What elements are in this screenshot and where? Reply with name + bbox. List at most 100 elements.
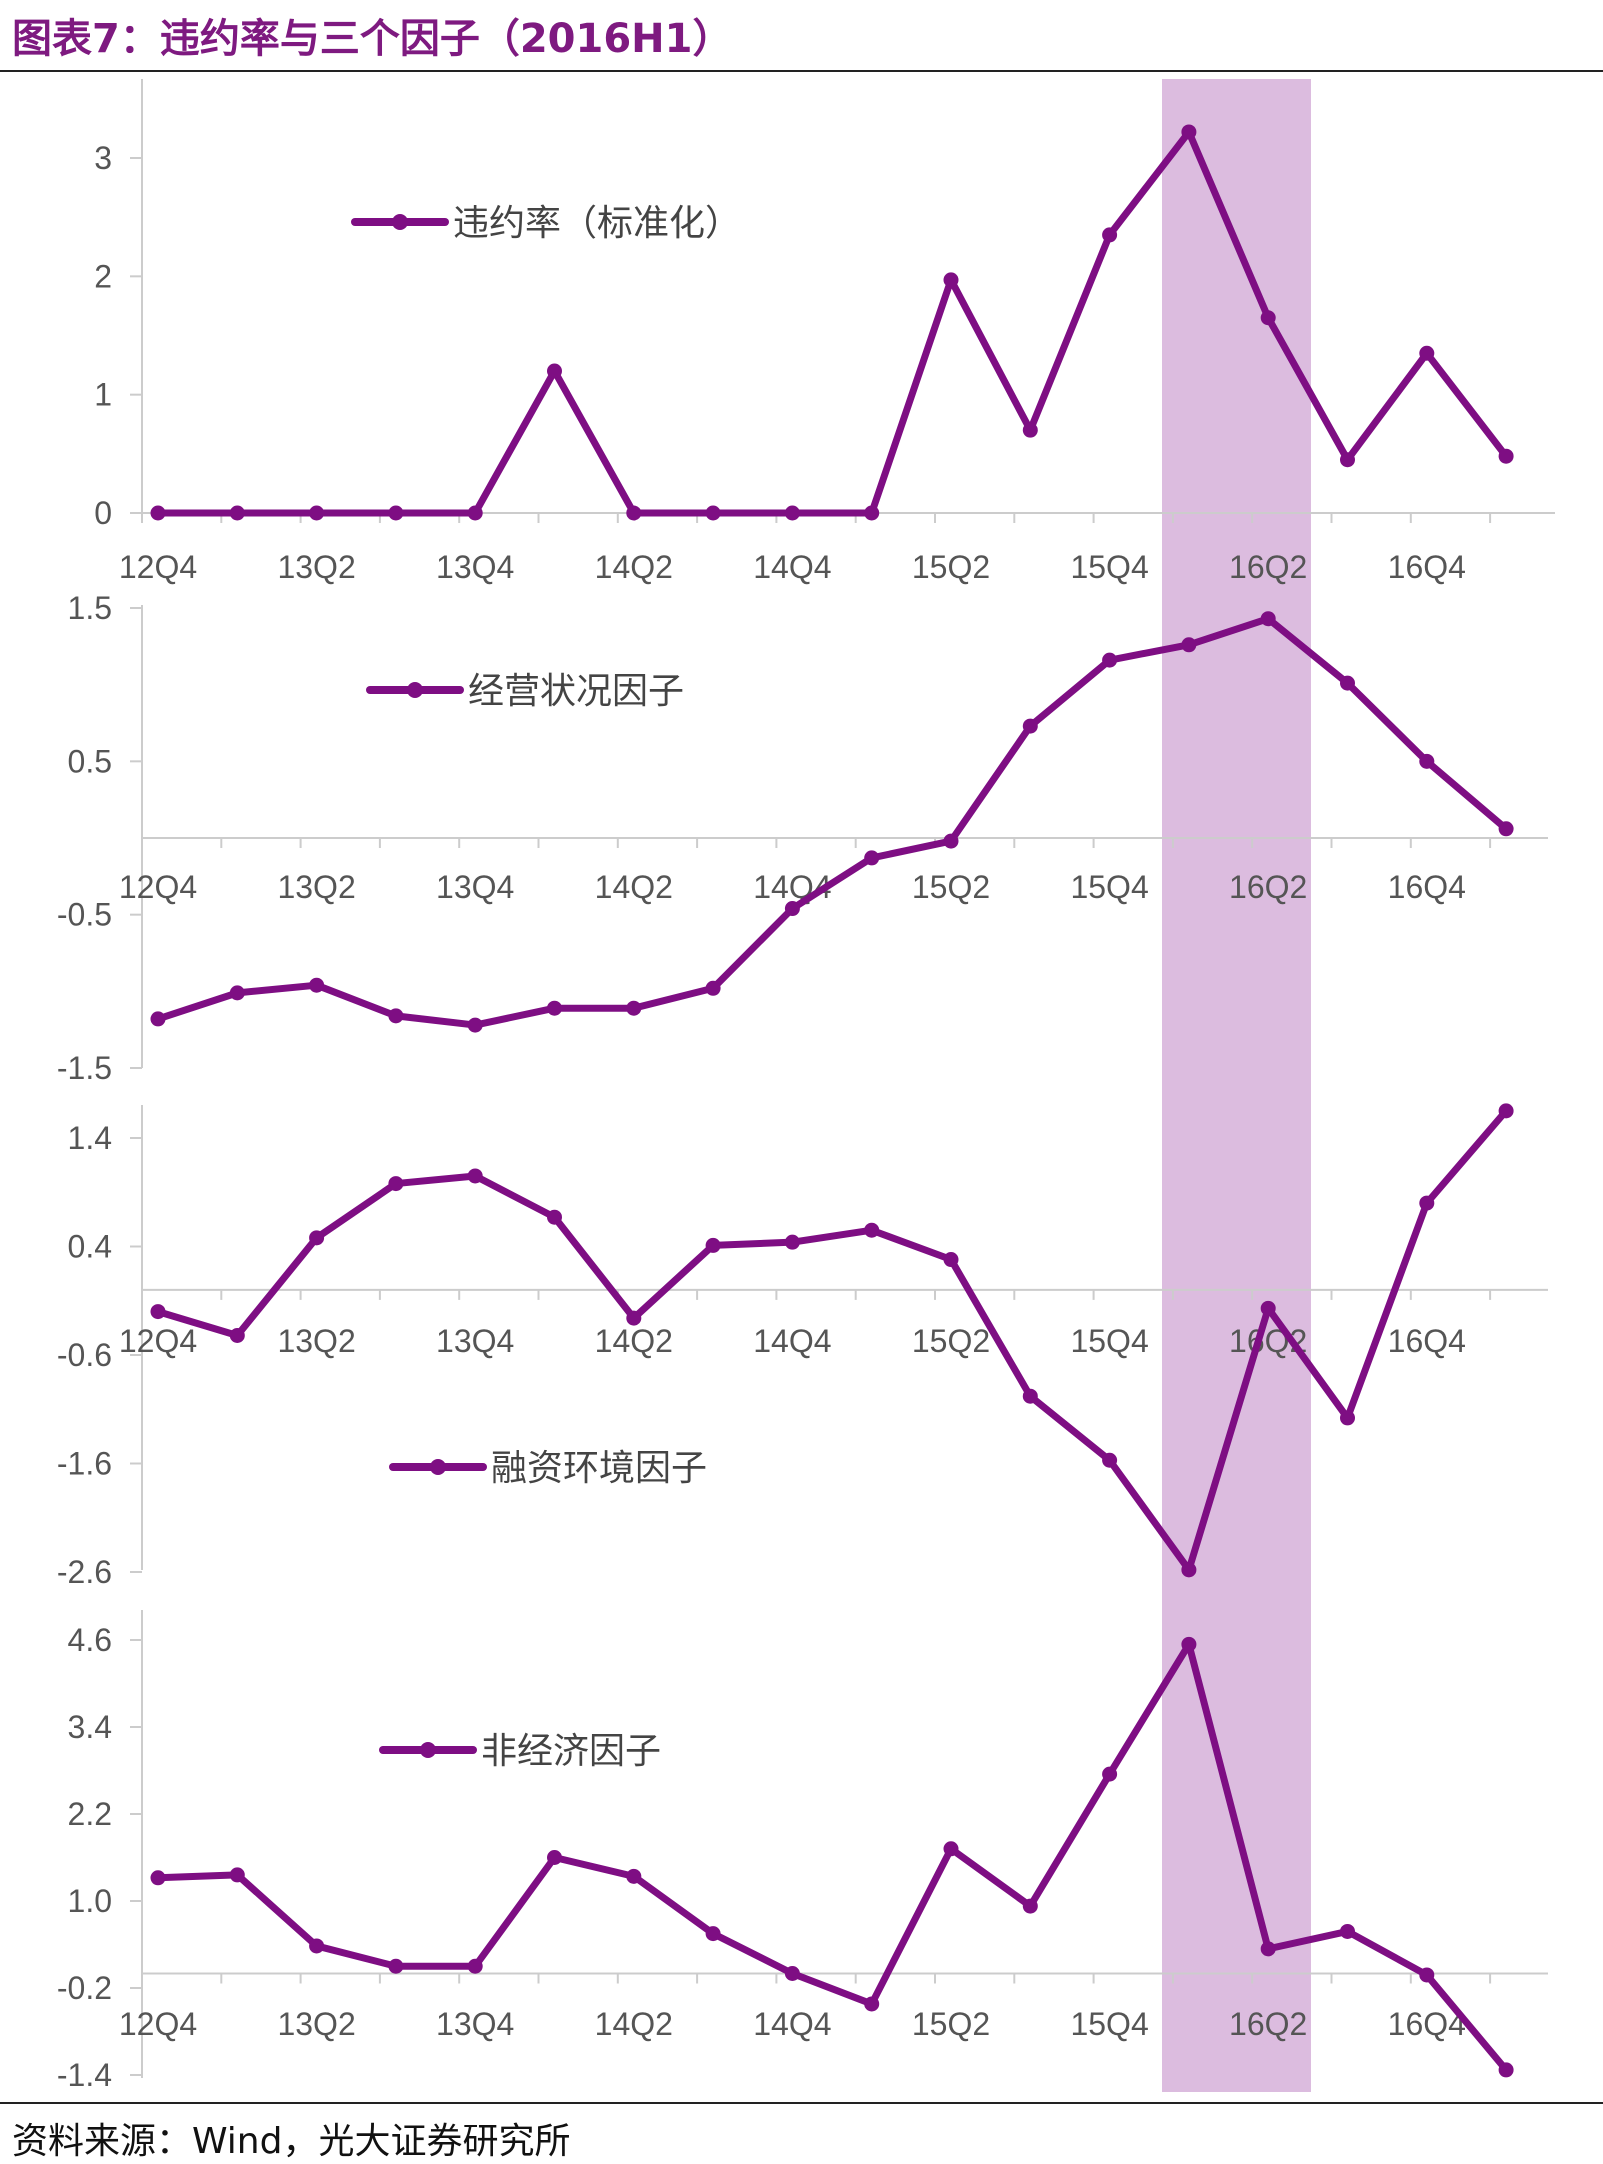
data-point	[1340, 675, 1355, 691]
x-tick-label: 13Q2	[277, 549, 355, 585]
data-point	[547, 1000, 562, 1016]
x-tick-label: 14Q4	[753, 2006, 831, 2042]
data-point	[1181, 1562, 1197, 1578]
series-line	[154, 1640, 1510, 2074]
y-tick-label: 3.4	[68, 1709, 112, 1745]
x-tick-label: 14Q4	[753, 549, 831, 585]
data-point	[1181, 1636, 1197, 1652]
data-point	[229, 1867, 245, 1883]
data-point	[705, 980, 721, 996]
data-point	[864, 1222, 880, 1238]
x-tick-label: 13Q2	[277, 2006, 355, 2042]
x-tick-label: 14Q2	[595, 549, 673, 585]
x-tick-label: 12Q4	[119, 869, 197, 905]
data-point	[1340, 452, 1355, 468]
data-point	[705, 1237, 721, 1253]
data-point	[388, 1008, 404, 1024]
y-tick-label: -1.6	[57, 1446, 112, 1482]
data-point	[943, 833, 959, 849]
data-point	[784, 1234, 800, 1250]
data-point	[1340, 1923, 1355, 1939]
data-point	[229, 1327, 245, 1343]
y-tick-label: 3	[94, 140, 112, 176]
data-point	[1022, 1898, 1038, 1914]
x-tick-label: 15Q2	[912, 549, 990, 585]
series-line	[154, 1107, 1510, 1574]
series-line	[154, 128, 1510, 517]
data-point	[1181, 124, 1197, 140]
chart-panel-operating-factor: 1.5 0.5 -0.5 -1.5 12Q4 13Q2 13Q4 14Q2 14Q4 15Q2 15…	[57, 590, 1548, 1086]
figure-title: 图表7：违约率与三个因子（2016H1）	[12, 16, 733, 62]
data-point	[1498, 2062, 1514, 2078]
x-tick-label: 16Q2	[1229, 2006, 1307, 2042]
data-point	[1102, 1452, 1118, 1468]
data-point	[626, 1868, 642, 1884]
y-tick-label: -1.5	[57, 1050, 112, 1086]
data-point	[309, 1230, 325, 1246]
x-tick-label: 14Q4	[753, 869, 831, 905]
x-tick-label: 15Q4	[1070, 2006, 1148, 2042]
x-tick-label: 12Q4	[119, 549, 197, 585]
y-tick-label: 1.0	[68, 1883, 112, 1919]
data-point	[1419, 1195, 1435, 1211]
data-point	[388, 1958, 404, 1974]
data-point	[547, 1850, 562, 1865]
y-tick-label: 2	[94, 258, 112, 294]
data-point	[1102, 1766, 1118, 1782]
x-tick-label: 13Q4	[436, 549, 514, 585]
x-tick-label: 15Q2	[912, 2006, 990, 2042]
data-point	[1419, 1967, 1435, 1983]
data-point	[1260, 310, 1276, 326]
data-point	[1419, 753, 1435, 769]
data-point	[150, 505, 166, 521]
data-point	[705, 505, 721, 521]
x-tick-label: 15Q2	[912, 1323, 990, 1359]
y-tick-label: 0	[94, 495, 112, 531]
x-tick-label: 12Q4	[119, 2006, 197, 2042]
data-point	[943, 1252, 959, 1268]
data-point	[467, 1958, 483, 1974]
x-tick-label: 13Q4	[436, 1323, 514, 1359]
legend-marker	[420, 1742, 436, 1758]
data-point	[1181, 637, 1197, 653]
y-tick-label: -0.5	[57, 897, 112, 933]
x-tick-label: 16Q4	[1388, 2006, 1466, 2042]
x-tick-label: 14Q2	[595, 2006, 673, 2042]
data-point	[547, 1209, 562, 1225]
data-point	[864, 1996, 880, 2012]
data-point	[626, 505, 642, 521]
data-point	[1102, 652, 1118, 668]
x-tick-label: 16Q4	[1388, 869, 1466, 905]
data-point	[229, 505, 245, 521]
x-tick-label: 13Q4	[436, 869, 514, 905]
y-tick-label: -0.2	[57, 1970, 112, 2006]
x-tick-label: 16Q4	[1388, 1323, 1466, 1359]
data-point	[1102, 227, 1118, 243]
highlight-band-16Q1-16Q2	[1162, 79, 1311, 2092]
x-tick-label: 14Q4	[753, 1323, 831, 1359]
legend-label: 违约率（标准化）	[453, 203, 741, 244]
x-tick-label: 16Q4	[1388, 549, 1466, 585]
x-tick-label: 16Q2	[1229, 549, 1307, 585]
data-point	[1260, 1300, 1276, 1316]
data-point	[1022, 1388, 1038, 1404]
data-point	[388, 1176, 404, 1192]
legend-label: 经营状况因子	[468, 671, 684, 712]
data-point	[309, 505, 325, 521]
x-tick-label: 15Q2	[912, 869, 990, 905]
y-tick-label: -2.6	[57, 1554, 112, 1590]
chart-panel-financing-factor: 1.4 0.4 -0.6 -1.6 -2.6 12Q4 13Q2 13Q4 14Q2 14Q4 15…	[57, 1103, 1548, 1590]
y-tick-label: 1.4	[68, 1120, 112, 1156]
data-point	[864, 505, 880, 521]
x-tick-label: 13Q2	[277, 869, 355, 905]
x-tick-label: 15Q4	[1070, 549, 1148, 585]
y-tick-label: 0.4	[68, 1229, 112, 1265]
y-tick-label: 0.5	[68, 743, 112, 779]
data-point	[1022, 422, 1038, 438]
data-point	[626, 1000, 642, 1016]
data-point	[309, 1938, 325, 1954]
data-point	[1260, 611, 1276, 627]
y-tick-label: 4.6	[68, 1622, 112, 1658]
data-point	[229, 985, 245, 1001]
